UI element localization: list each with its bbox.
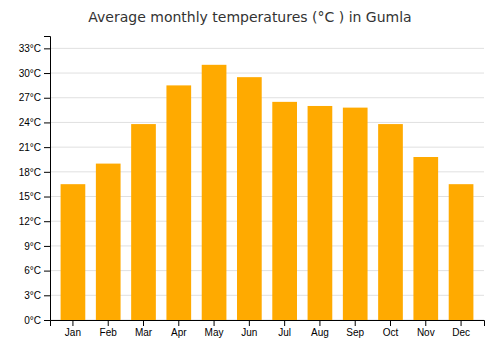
y-axis: 0°C 3°C 6°C 9°C 12°C 15°C 18°C 21°C 24°C 27°C 30°C…	[19, 37, 51, 326]
tick: 30°C	[19, 68, 50, 79]
bar	[343, 108, 368, 320]
bar	[202, 65, 227, 320]
tick: May	[205, 320, 224, 338]
tick-mark	[44, 246, 50, 247]
tick: 15°C	[19, 191, 50, 202]
bar	[61, 184, 86, 320]
tick-label: Jan	[65, 327, 81, 338]
axis-line	[51, 321, 485, 327]
grid-line	[50, 48, 484, 49]
tick-mark	[44, 295, 50, 296]
bar	[237, 77, 262, 320]
tick: 6°C	[24, 265, 50, 276]
bar	[308, 106, 333, 320]
tick: 33°C	[19, 43, 50, 54]
bar	[131, 124, 156, 320]
tick-mark	[214, 320, 215, 326]
tick: Sep	[346, 320, 364, 338]
tick-mark	[44, 98, 50, 99]
tick-mark	[44, 221, 50, 222]
tick-label: May	[205, 327, 224, 338]
tick-label: Apr	[171, 327, 187, 338]
tick: 27°C	[19, 92, 50, 103]
bar	[272, 102, 297, 320]
tick-label: Aug	[311, 327, 329, 338]
tick-label: 9°C	[24, 241, 41, 252]
tick-mark	[461, 320, 462, 326]
tick: 3°C	[24, 290, 50, 301]
grid	[50, 48, 484, 320]
tick-mark	[44, 271, 50, 272]
tick-label: 27°C	[19, 92, 41, 103]
tick: 21°C	[19, 142, 50, 153]
tick-mark	[143, 320, 144, 326]
tick-mark	[390, 320, 391, 326]
tick-mark	[44, 73, 50, 74]
tick-label: Sep	[346, 327, 364, 338]
grid-line	[50, 122, 484, 123]
tick-mark	[44, 197, 50, 198]
tick-mark	[72, 320, 73, 326]
tick-mark	[319, 320, 320, 326]
tick-mark	[108, 320, 109, 326]
tick: 0°C	[24, 315, 50, 326]
tick-mark	[44, 48, 50, 49]
tick-label: Jun	[241, 327, 257, 338]
tick: Apr	[171, 320, 187, 338]
tick: 18°C	[19, 167, 50, 178]
bars	[61, 65, 474, 320]
bar	[449, 184, 474, 320]
tick-mark	[425, 320, 426, 326]
tick-mark	[44, 147, 50, 148]
grid-line	[50, 73, 484, 74]
x-axis: Jan Feb Mar Apr May Jun Jul Aug Sep Oct Nov Dec	[51, 320, 485, 338]
tick-mark	[178, 320, 179, 326]
tick-label: 21°C	[19, 142, 41, 153]
tick: Jan	[65, 320, 81, 338]
tick-mark	[44, 122, 50, 123]
tick-label: Mar	[135, 327, 153, 338]
tick: Oct	[383, 320, 399, 338]
tick: 24°C	[19, 117, 50, 128]
tick: Jun	[241, 320, 257, 338]
axis-line	[44, 37, 51, 321]
chart: 0°C 3°C 6°C 9°C 12°C 15°C 18°C 21°C 24°C 27°C 30°C…	[0, 0, 500, 350]
tick-mark	[355, 320, 356, 326]
bar	[378, 124, 403, 320]
plot: 0°C 3°C 6°C 9°C 12°C 15°C 18°C 21°C 24°C 27°C 30°C…	[19, 37, 485, 339]
tick-label: Dec	[452, 327, 470, 338]
grid-line	[50, 97, 484, 98]
tick-label: 12°C	[19, 216, 41, 227]
tick-label: Nov	[417, 327, 435, 338]
tick-label: 33°C	[19, 43, 41, 54]
tick: Nov	[417, 320, 435, 338]
title: Average monthly temperatures (°C ) in Gu…	[88, 9, 411, 25]
tick: Jul	[278, 320, 291, 338]
tick-label: 3°C	[24, 290, 41, 301]
tick-mark	[284, 320, 285, 326]
tick: Mar	[135, 320, 153, 338]
tick-label: Feb	[100, 327, 118, 338]
tick-label: 6°C	[24, 265, 41, 276]
tick-mark	[44, 172, 50, 173]
tick-label: 24°C	[19, 117, 41, 128]
tick-label: 0°C	[24, 315, 41, 326]
tick-mark	[44, 320, 50, 321]
tick-mark	[249, 320, 250, 326]
bar	[413, 157, 438, 320]
bar	[166, 85, 191, 320]
tick-label: Oct	[383, 327, 399, 338]
tick-label: Jul	[278, 327, 291, 338]
tick-label: 15°C	[19, 191, 41, 202]
tick: Aug	[311, 320, 329, 338]
tick-label: 18°C	[19, 167, 41, 178]
tick-label: 30°C	[19, 68, 41, 79]
tick: 12°C	[19, 216, 50, 227]
grid-line	[50, 147, 484, 148]
tick: 9°C	[24, 241, 50, 252]
tick: Dec	[452, 320, 470, 338]
bar	[96, 164, 121, 320]
tick: Feb	[100, 320, 118, 338]
